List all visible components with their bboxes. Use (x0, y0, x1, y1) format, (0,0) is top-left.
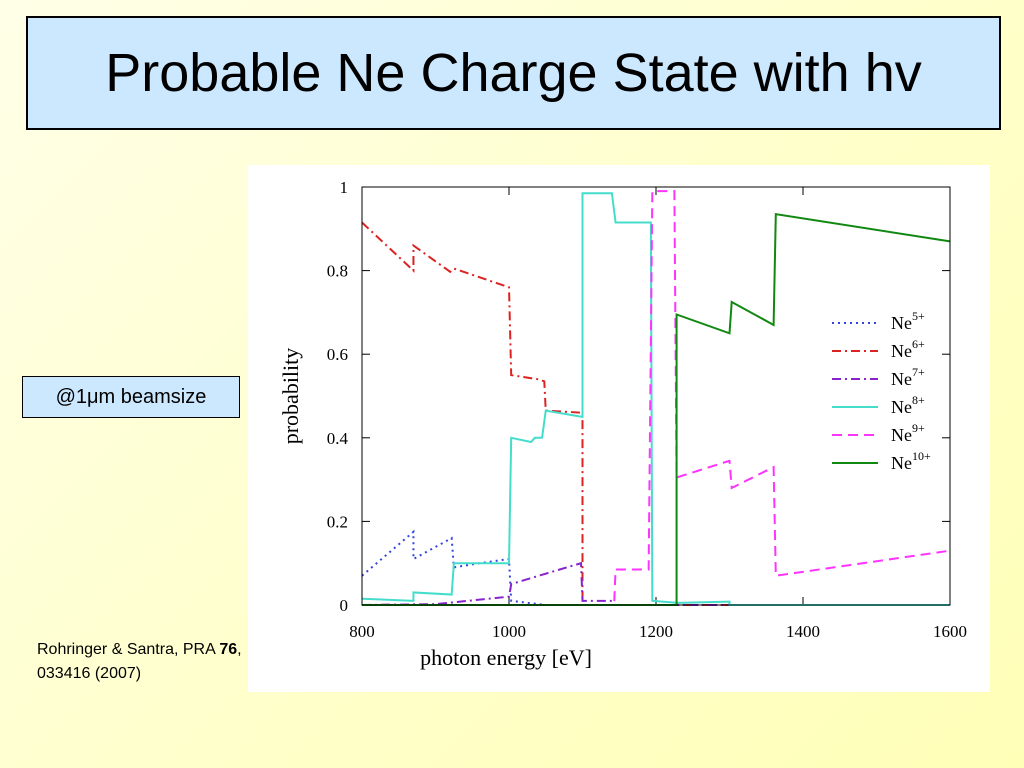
x-tick-label: 800 (349, 622, 375, 641)
citation: Rohringer & Santra, PRA 76, 033416 (2007… (37, 638, 299, 686)
legend-superscript: 8+ (912, 393, 925, 407)
chart-background (248, 165, 990, 692)
legend-name: Ne (891, 425, 912, 445)
y-tick-label: 0.2 (327, 512, 348, 531)
series-line (362, 213, 951, 606)
citation-volume: 76 (219, 641, 238, 658)
legend-label: Ne6+ (891, 337, 925, 361)
legend-superscript: 5+ (912, 309, 925, 323)
x-tick-label: 1600 (933, 622, 967, 641)
legend-superscript: 9+ (912, 421, 925, 435)
legend-entry: Ne6+ (832, 337, 925, 361)
citation-text: Rohringer & Santra, PRA (37, 641, 220, 658)
y-tick-label: 0.4 (327, 429, 349, 448)
legend-entry: Ne5+ (832, 309, 925, 333)
x-tick-label: 1400 (786, 622, 820, 641)
legend-entry: Ne8+ (832, 393, 925, 417)
legend-name: Ne (891, 453, 912, 473)
series-line (362, 190, 951, 606)
legend-entry: Ne10+ (832, 449, 931, 473)
legend-entry: Ne7+ (832, 365, 925, 389)
y-tick-label: 1 (340, 178, 349, 197)
legend-superscript: 10+ (912, 449, 931, 463)
legend-name: Ne (891, 397, 912, 417)
legend-label: Ne9+ (891, 421, 925, 445)
legend-name: Ne (891, 341, 912, 361)
series-line (361, 529, 583, 606)
series-line (361, 561, 950, 606)
legend-label: Ne10+ (891, 449, 931, 473)
legend-superscript: 6+ (912, 337, 925, 351)
slide-title: Probable Ne Charge State with hv (26, 16, 1001, 130)
legend-label: Ne8+ (891, 393, 925, 417)
legend-label: Ne7+ (891, 365, 925, 389)
beam-note: @1μm beamsize (22, 376, 240, 418)
legend-name: Ne (891, 369, 912, 389)
y-tick-label: 0.6 (327, 345, 348, 364)
x-tick-label: 1000 (492, 622, 526, 641)
series-line (361, 192, 950, 606)
chart: photon energy [eV] probability 800 1000 12… (248, 165, 990, 692)
legend-name: Ne (891, 313, 912, 333)
y-tick-label: 0 (340, 596, 349, 615)
y-axis-label: probability (278, 348, 303, 445)
legend-superscript: 7+ (912, 365, 925, 379)
x-axis-label: photon energy [eV] (420, 645, 592, 670)
series-line (361, 221, 950, 606)
legend-label: Ne5+ (891, 309, 925, 333)
y-tick-label: 0.8 (327, 262, 348, 281)
x-tick-label: 1200 (639, 622, 673, 641)
citation-text: , 033416 (2007) (37, 641, 242, 682)
plot-frame (361, 186, 951, 606)
legend-entry: Ne9+ (832, 421, 925, 445)
